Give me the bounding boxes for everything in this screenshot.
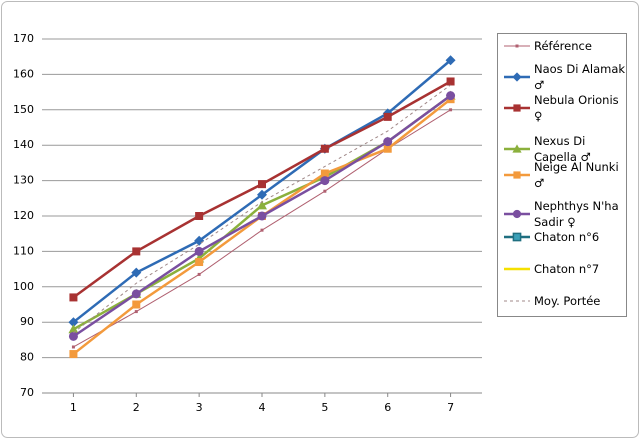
marker bbox=[257, 200, 267, 210]
marker bbox=[132, 247, 141, 256]
x-tick-label: 6 bbox=[384, 401, 391, 414]
marker bbox=[134, 310, 138, 314]
marker bbox=[449, 108, 453, 112]
marker bbox=[383, 137, 393, 147]
marker bbox=[446, 77, 455, 86]
series-line bbox=[72, 80, 452, 299]
y-tick-label: 160 bbox=[13, 67, 34, 80]
marker bbox=[195, 212, 204, 220]
marker bbox=[68, 324, 79, 334]
y-tick-label: 90 bbox=[20, 315, 34, 328]
marker bbox=[513, 171, 521, 179]
marker bbox=[71, 345, 75, 349]
legend-item: Neige Al Nunki ♂ bbox=[498, 159, 628, 191]
marker bbox=[257, 211, 267, 221]
x-tick-label: 1 bbox=[70, 401, 77, 414]
legend-item: Moy. Portée bbox=[498, 285, 628, 317]
marker bbox=[194, 246, 204, 256]
marker bbox=[512, 144, 522, 153]
marker bbox=[446, 91, 456, 101]
legend-label: Moy. Portée bbox=[534, 294, 601, 308]
marker bbox=[257, 189, 267, 200]
x-tick-label: 2 bbox=[133, 401, 140, 414]
y-tick-label: 110 bbox=[13, 244, 34, 257]
marker bbox=[132, 300, 141, 309]
legend-swatch bbox=[504, 104, 530, 112]
y-tick-label: 140 bbox=[13, 138, 34, 151]
marker bbox=[69, 350, 78, 359]
legend-item: Chaton n°7 bbox=[498, 253, 628, 285]
x-tick-label: 7 bbox=[447, 401, 454, 414]
marker bbox=[260, 228, 264, 232]
marker bbox=[320, 144, 329, 153]
legend-swatch bbox=[504, 44, 530, 48]
x-tick-label: 4 bbox=[259, 401, 266, 414]
marker bbox=[131, 267, 142, 278]
legend-label: Neige Al Nunki ♂ bbox=[534, 160, 619, 190]
legend-label: Nebula Orionis ♀ bbox=[534, 93, 619, 123]
marker bbox=[68, 331, 78, 341]
x-tick-label: 5 bbox=[321, 401, 328, 414]
marker bbox=[512, 72, 522, 82]
legend-label: Chaton n°6 bbox=[534, 230, 600, 244]
y-tick-label: 80 bbox=[20, 351, 34, 364]
legend: Référence Naos Di Alamak ♂ Nebula Orionis … bbox=[497, 33, 627, 317]
marker bbox=[320, 169, 329, 178]
y-tick-label: 70 bbox=[20, 386, 34, 399]
legend-item: Naos Di Alamak ♂ bbox=[498, 61, 628, 93]
marker bbox=[383, 112, 392, 121]
marker bbox=[131, 289, 141, 299]
series-line bbox=[73, 84, 451, 334]
legend-item: Nephthys N'ha Sadir ♀ bbox=[498, 198, 628, 230]
legend-swatch bbox=[504, 144, 530, 153]
marker bbox=[512, 232, 522, 242]
x-tick-label: 3 bbox=[196, 401, 203, 414]
legend-label: Nexus Di Capella ♂ bbox=[534, 134, 591, 164]
marker bbox=[323, 189, 327, 193]
marker bbox=[320, 176, 330, 186]
marker bbox=[445, 55, 456, 66]
marker bbox=[512, 209, 522, 219]
y-tick-label: 130 bbox=[13, 174, 34, 187]
legend-label: Naos Di Alamak ♂ bbox=[534, 62, 626, 92]
y-tick-label: 150 bbox=[13, 103, 34, 116]
legend-swatch bbox=[504, 171, 530, 179]
marker bbox=[197, 272, 201, 276]
marker bbox=[383, 144, 392, 153]
legend-swatch bbox=[504, 209, 530, 219]
y-tick-label: 100 bbox=[13, 280, 34, 293]
legend-label: Référence bbox=[534, 39, 592, 53]
legend-swatch bbox=[504, 72, 530, 82]
y-tick-label: 170 bbox=[13, 32, 34, 45]
legend-item: Nebula Orionis ♀ bbox=[498, 92, 628, 124]
legend-label: Chaton n°7 bbox=[534, 262, 600, 276]
marker bbox=[194, 235, 205, 246]
y-tick-label: 120 bbox=[13, 209, 34, 222]
marker bbox=[69, 293, 78, 302]
legend-swatch bbox=[504, 232, 530, 242]
marker bbox=[195, 258, 204, 267]
legend-swatch bbox=[504, 267, 530, 271]
marker bbox=[515, 44, 519, 48]
legend-item: Nexus Di Capella ♂ bbox=[498, 133, 628, 165]
marker bbox=[513, 104, 521, 112]
marker bbox=[258, 180, 266, 189]
legend-swatch bbox=[504, 300, 530, 302]
legend-item: Référence bbox=[498, 30, 628, 62]
marker bbox=[68, 317, 79, 328]
legend-item: Chaton n°6 bbox=[498, 221, 628, 253]
legend-label: Nephthys N'ha Sadir ♀ bbox=[534, 199, 619, 229]
